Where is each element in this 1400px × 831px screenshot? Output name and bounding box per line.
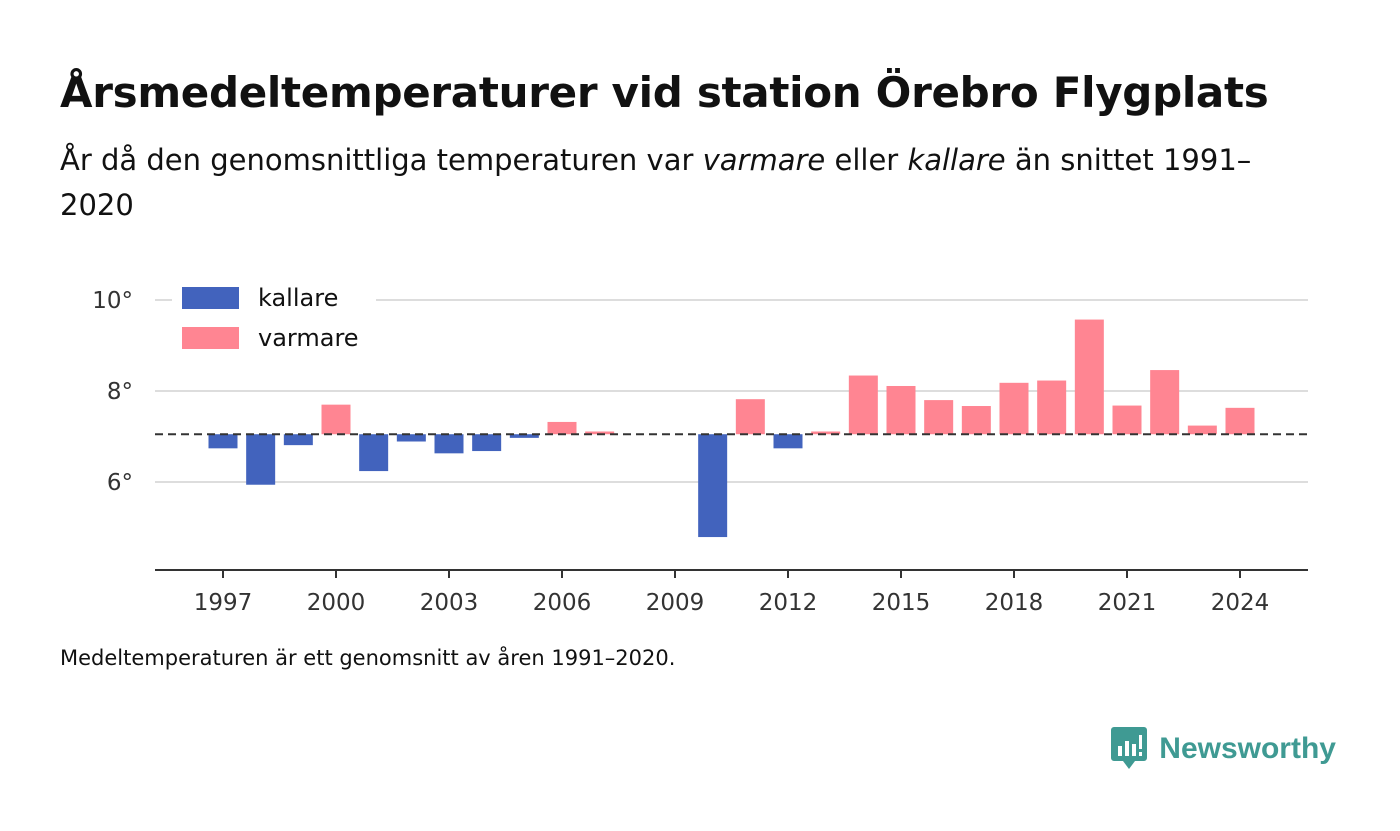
brand-logo: Newsworthy [1111,727,1336,771]
x-tick-label: 2006 [533,590,592,616]
axes: 6° 8° 10° 1997 2000 2003 2006 2009 2012 2015 2018 2… [92,288,1308,616]
bar-warmer [811,431,841,435]
bar-colder [698,434,728,538]
bars [208,319,1255,538]
bar-warmer [848,375,878,435]
x-tick-label: 2003 [420,590,479,616]
subtitle-warmer: varmare [702,143,826,177]
bar-warmer [1112,405,1142,435]
bar-warmer [1150,370,1180,435]
bar-colder [396,434,426,442]
subtitle-text-1: År då den genomsnittliga temperaturen va… [60,143,703,177]
chart-subtitle: År då den genomsnittliga temperaturen va… [60,138,1300,228]
bar-warmer [735,399,765,435]
legend-swatch-warmer [182,327,239,349]
subtitle-text-3: än snittet 1991–2020 [60,143,1252,222]
bar-warmer [1187,425,1217,435]
bar-colder [283,434,313,446]
bar-warmer [1037,380,1067,435]
x-tick-label: 2024 [1211,590,1270,616]
bar-colder [359,434,389,472]
legend-swatch-colder [182,287,239,309]
bar-colder [434,434,464,454]
bar-warmer [999,382,1029,435]
bar-warmer [886,385,916,435]
y-tick-label: 8° [107,379,133,405]
bar-warmer [585,431,615,435]
x-tick-label: 2021 [1098,590,1157,616]
subtitle-text-2: eller [825,143,908,177]
bar-warmer [924,400,954,435]
brand-name: Newsworthy [1159,732,1336,765]
x-tick-label: 1997 [194,590,253,616]
chart-title: Årsmedeltemperaturer vid station Örebro … [60,68,1269,117]
bar-warmer [547,421,577,435]
x-tick-label: 2000 [307,590,366,616]
subtitle-colder: kallare [907,143,1006,177]
bar-colder [208,434,238,449]
bar-warmer [961,406,991,435]
y-tick-label: 10° [92,288,133,314]
bar-colder [472,434,502,452]
bar-colder [773,434,803,449]
legend-label-warmer: varmare [258,324,359,352]
x-tick-label: 2012 [759,590,818,616]
footnote: Medeltemperaturen är ett genomsnitt av å… [60,646,676,670]
bar-warmer [1225,407,1255,435]
legend-label-colder: kallare [258,284,338,312]
bar-colder [246,434,276,485]
x-tick-label: 2018 [985,590,1044,616]
y-tick-label: 6° [107,470,133,496]
bar-colder [509,434,539,438]
x-tick-label: 2009 [646,590,705,616]
bar-warmer [321,404,351,435]
x-tick-label: 2015 [872,590,931,616]
newsworthy-icon [1111,727,1148,769]
legend: kallare varmare [172,278,376,360]
bar-warmer [1074,319,1104,435]
